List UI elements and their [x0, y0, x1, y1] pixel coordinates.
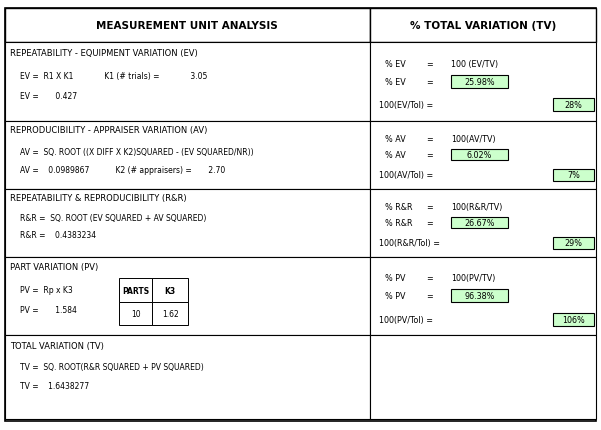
Text: REPEATABILITY - EQUIPMENT VARIATION (EV): REPEATABILITY - EQUIPMENT VARIATION (EV)	[10, 49, 197, 58]
Bar	[152, 302, 188, 326]
Text: 106%: 106%	[562, 315, 585, 324]
Text: % TOTAL VARIATION (TV): % TOTAL VARIATION (TV)	[410, 22, 556, 31]
Bar	[5, 189, 370, 257]
Bar	[119, 302, 152, 326]
Bar	[370, 189, 596, 257]
Text: =: =	[426, 273, 433, 283]
Text: 26.67%: 26.67%	[464, 218, 495, 227]
Text: R&R =    0.4383234: R&R = 0.4383234	[20, 231, 96, 240]
Text: % PV: % PV	[385, 292, 405, 301]
Text: PARTS: PARTS	[122, 286, 149, 295]
Bar	[451, 150, 508, 161]
Text: 100(AV/Tol) =: 100(AV/Tol) =	[379, 171, 433, 180]
Text: =: =	[426, 150, 433, 160]
Text: =: =	[426, 203, 433, 212]
Text: 100(PV/TV): 100(PV/TV)	[451, 273, 495, 283]
Text: 100(AV/TV): 100(AV/TV)	[451, 135, 495, 144]
Text: EV =  R1 X K1             K1 (# trials) =             3.05: EV = R1 X K1 K1 (# trials) = 3.05	[20, 71, 207, 80]
Text: =: =	[426, 60, 433, 69]
Bar	[5, 43, 370, 121]
Bar	[370, 121, 596, 189]
Text: EV =       0.427: EV = 0.427	[20, 92, 77, 101]
Text: R&R =  SQ. ROOT (EV SQUARED + AV SQUARED): R&R = SQ. ROOT (EV SQUARED + AV SQUARED)	[20, 213, 206, 222]
Text: PART VARIATION (PV): PART VARIATION (PV)	[10, 263, 98, 272]
Bar	[370, 9, 596, 43]
Text: % AV: % AV	[385, 135, 406, 144]
Bar	[5, 9, 370, 43]
Text: AV =    0.0989867           K2 (# appraisers) =       2.70: AV = 0.0989867 K2 (# appraisers) = 2.70	[20, 166, 225, 175]
Text: 6.02%: 6.02%	[466, 150, 492, 160]
Bar	[451, 218, 508, 229]
Text: 100(EV/Tol) =: 100(EV/Tol) =	[379, 101, 433, 110]
Text: PV =       1.584: PV = 1.584	[20, 306, 77, 314]
Text: 100(R&R/TV): 100(R&R/TV)	[451, 203, 502, 212]
Bar	[5, 257, 370, 335]
Bar	[451, 76, 508, 89]
Bar	[553, 99, 594, 112]
Text: 100(PV/Tol) =: 100(PV/Tol) =	[379, 315, 433, 324]
Text: 28%: 28%	[564, 101, 582, 110]
Bar	[370, 335, 596, 419]
Text: 7%: 7%	[567, 171, 580, 180]
Text: =: =	[426, 218, 433, 227]
Bar	[553, 238, 594, 249]
Text: AV =  SQ. ROOT ((X DIFF X K2)SQUARED - (EV SQUARED/NR)): AV = SQ. ROOT ((X DIFF X K2)SQUARED - (E…	[20, 147, 254, 156]
Text: 100(R&R/Tol) =: 100(R&R/Tol) =	[379, 239, 439, 248]
Bar	[451, 289, 508, 302]
Text: % PV: % PV	[385, 273, 405, 283]
Text: 25.98%: 25.98%	[464, 78, 495, 87]
Text: 100 (EV/TV): 100 (EV/TV)	[451, 60, 498, 69]
Text: TV =    1.6438277: TV = 1.6438277	[20, 381, 89, 390]
Text: 10: 10	[131, 310, 141, 319]
Text: % AV: % AV	[385, 150, 406, 160]
Text: MEASUREMENT UNIT ANALYSIS: MEASUREMENT UNIT ANALYSIS	[96, 22, 278, 31]
Text: =: =	[426, 78, 433, 87]
Text: TV =  SQ. ROOT(R&R SQUARED + PV SQUARED): TV = SQ. ROOT(R&R SQUARED + PV SQUARED)	[20, 362, 204, 372]
Text: 96.38%: 96.38%	[464, 292, 495, 301]
Text: =: =	[426, 292, 433, 301]
Text: 29%: 29%	[564, 239, 582, 248]
Bar	[152, 279, 188, 302]
Text: TOTAL VARIATION (TV): TOTAL VARIATION (TV)	[10, 341, 103, 350]
Text: % R&R: % R&R	[385, 203, 412, 212]
Text: REPEATABILITY & REPRODUCIBILITY (R&R): REPEATABILITY & REPRODUCIBILITY (R&R)	[10, 194, 186, 203]
Text: REPRODUCIBILITY - APPRAISER VARIATION (AV): REPRODUCIBILITY - APPRAISER VARIATION (A…	[10, 126, 207, 135]
Bar	[370, 43, 596, 121]
Bar	[370, 257, 596, 335]
Text: % EV: % EV	[385, 60, 406, 69]
Bar	[119, 279, 152, 302]
Bar	[553, 313, 594, 326]
Text: % EV: % EV	[385, 78, 406, 87]
Text: % R&R: % R&R	[385, 218, 412, 227]
Text: =: =	[426, 135, 433, 144]
Bar	[5, 121, 370, 189]
Text: 1.62: 1.62	[162, 310, 178, 319]
Bar	[553, 170, 594, 181]
Text: PV =  Rp x K3: PV = Rp x K3	[20, 285, 73, 294]
Bar	[5, 335, 370, 419]
Text: K3: K3	[165, 286, 175, 295]
